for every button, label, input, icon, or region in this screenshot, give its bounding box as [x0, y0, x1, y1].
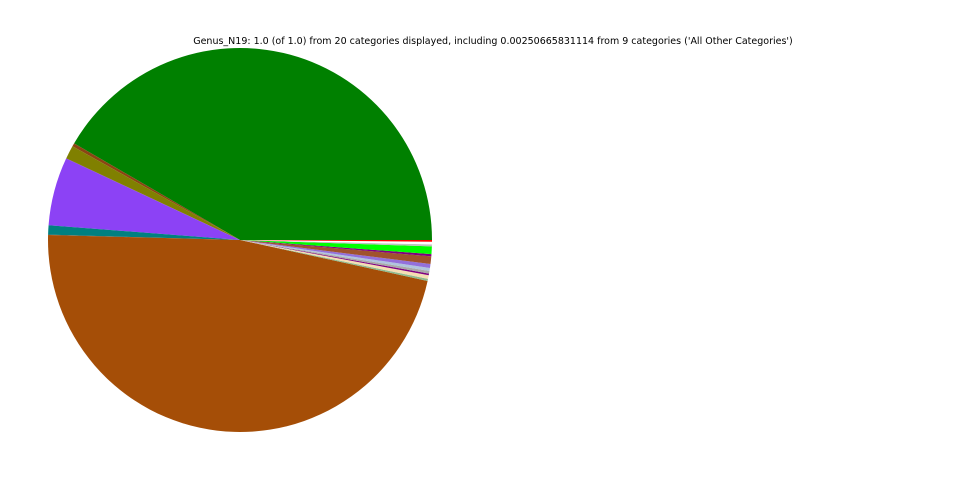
chart-title: Genus_N19: 1.0 (of 1.0) from 20 categori…	[193, 36, 793, 47]
pie-slice-10	[240, 240, 429, 279]
pie-chart	[48, 48, 432, 433]
pie-slice-8	[48, 234, 428, 433]
pie-slice-14	[240, 240, 431, 269]
pie-slice-12	[240, 240, 430, 274]
pie-slice-1	[74, 48, 432, 241]
pie-slice-19	[240, 240, 432, 245]
pie-slice-6	[48, 225, 240, 240]
pie-slice-3	[66, 146, 240, 240]
pie-slice-4	[66, 158, 240, 240]
pie-slice-7	[48, 234, 240, 240]
pie-slice-15	[240, 240, 432, 265]
pie-slice-20	[240, 240, 432, 242]
pie-slice-9	[240, 240, 429, 281]
pie-slice-16	[240, 240, 432, 257]
pie-slice-13	[240, 240, 430, 271]
pie-slice-5	[48, 158, 240, 240]
pie-slice-2	[72, 143, 240, 240]
pie-slice-17	[240, 240, 432, 255]
pie-slice-18	[240, 240, 432, 247]
pie-slice-11	[240, 240, 430, 276]
